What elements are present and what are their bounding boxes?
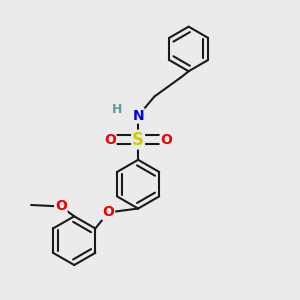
Text: O: O [103,206,114,219]
Text: O: O [104,133,116,147]
Text: N: N [132,109,144,123]
Text: O: O [55,200,67,214]
Text: O: O [160,133,172,147]
Text: S: S [132,130,144,148]
Text: H: H [112,103,122,116]
